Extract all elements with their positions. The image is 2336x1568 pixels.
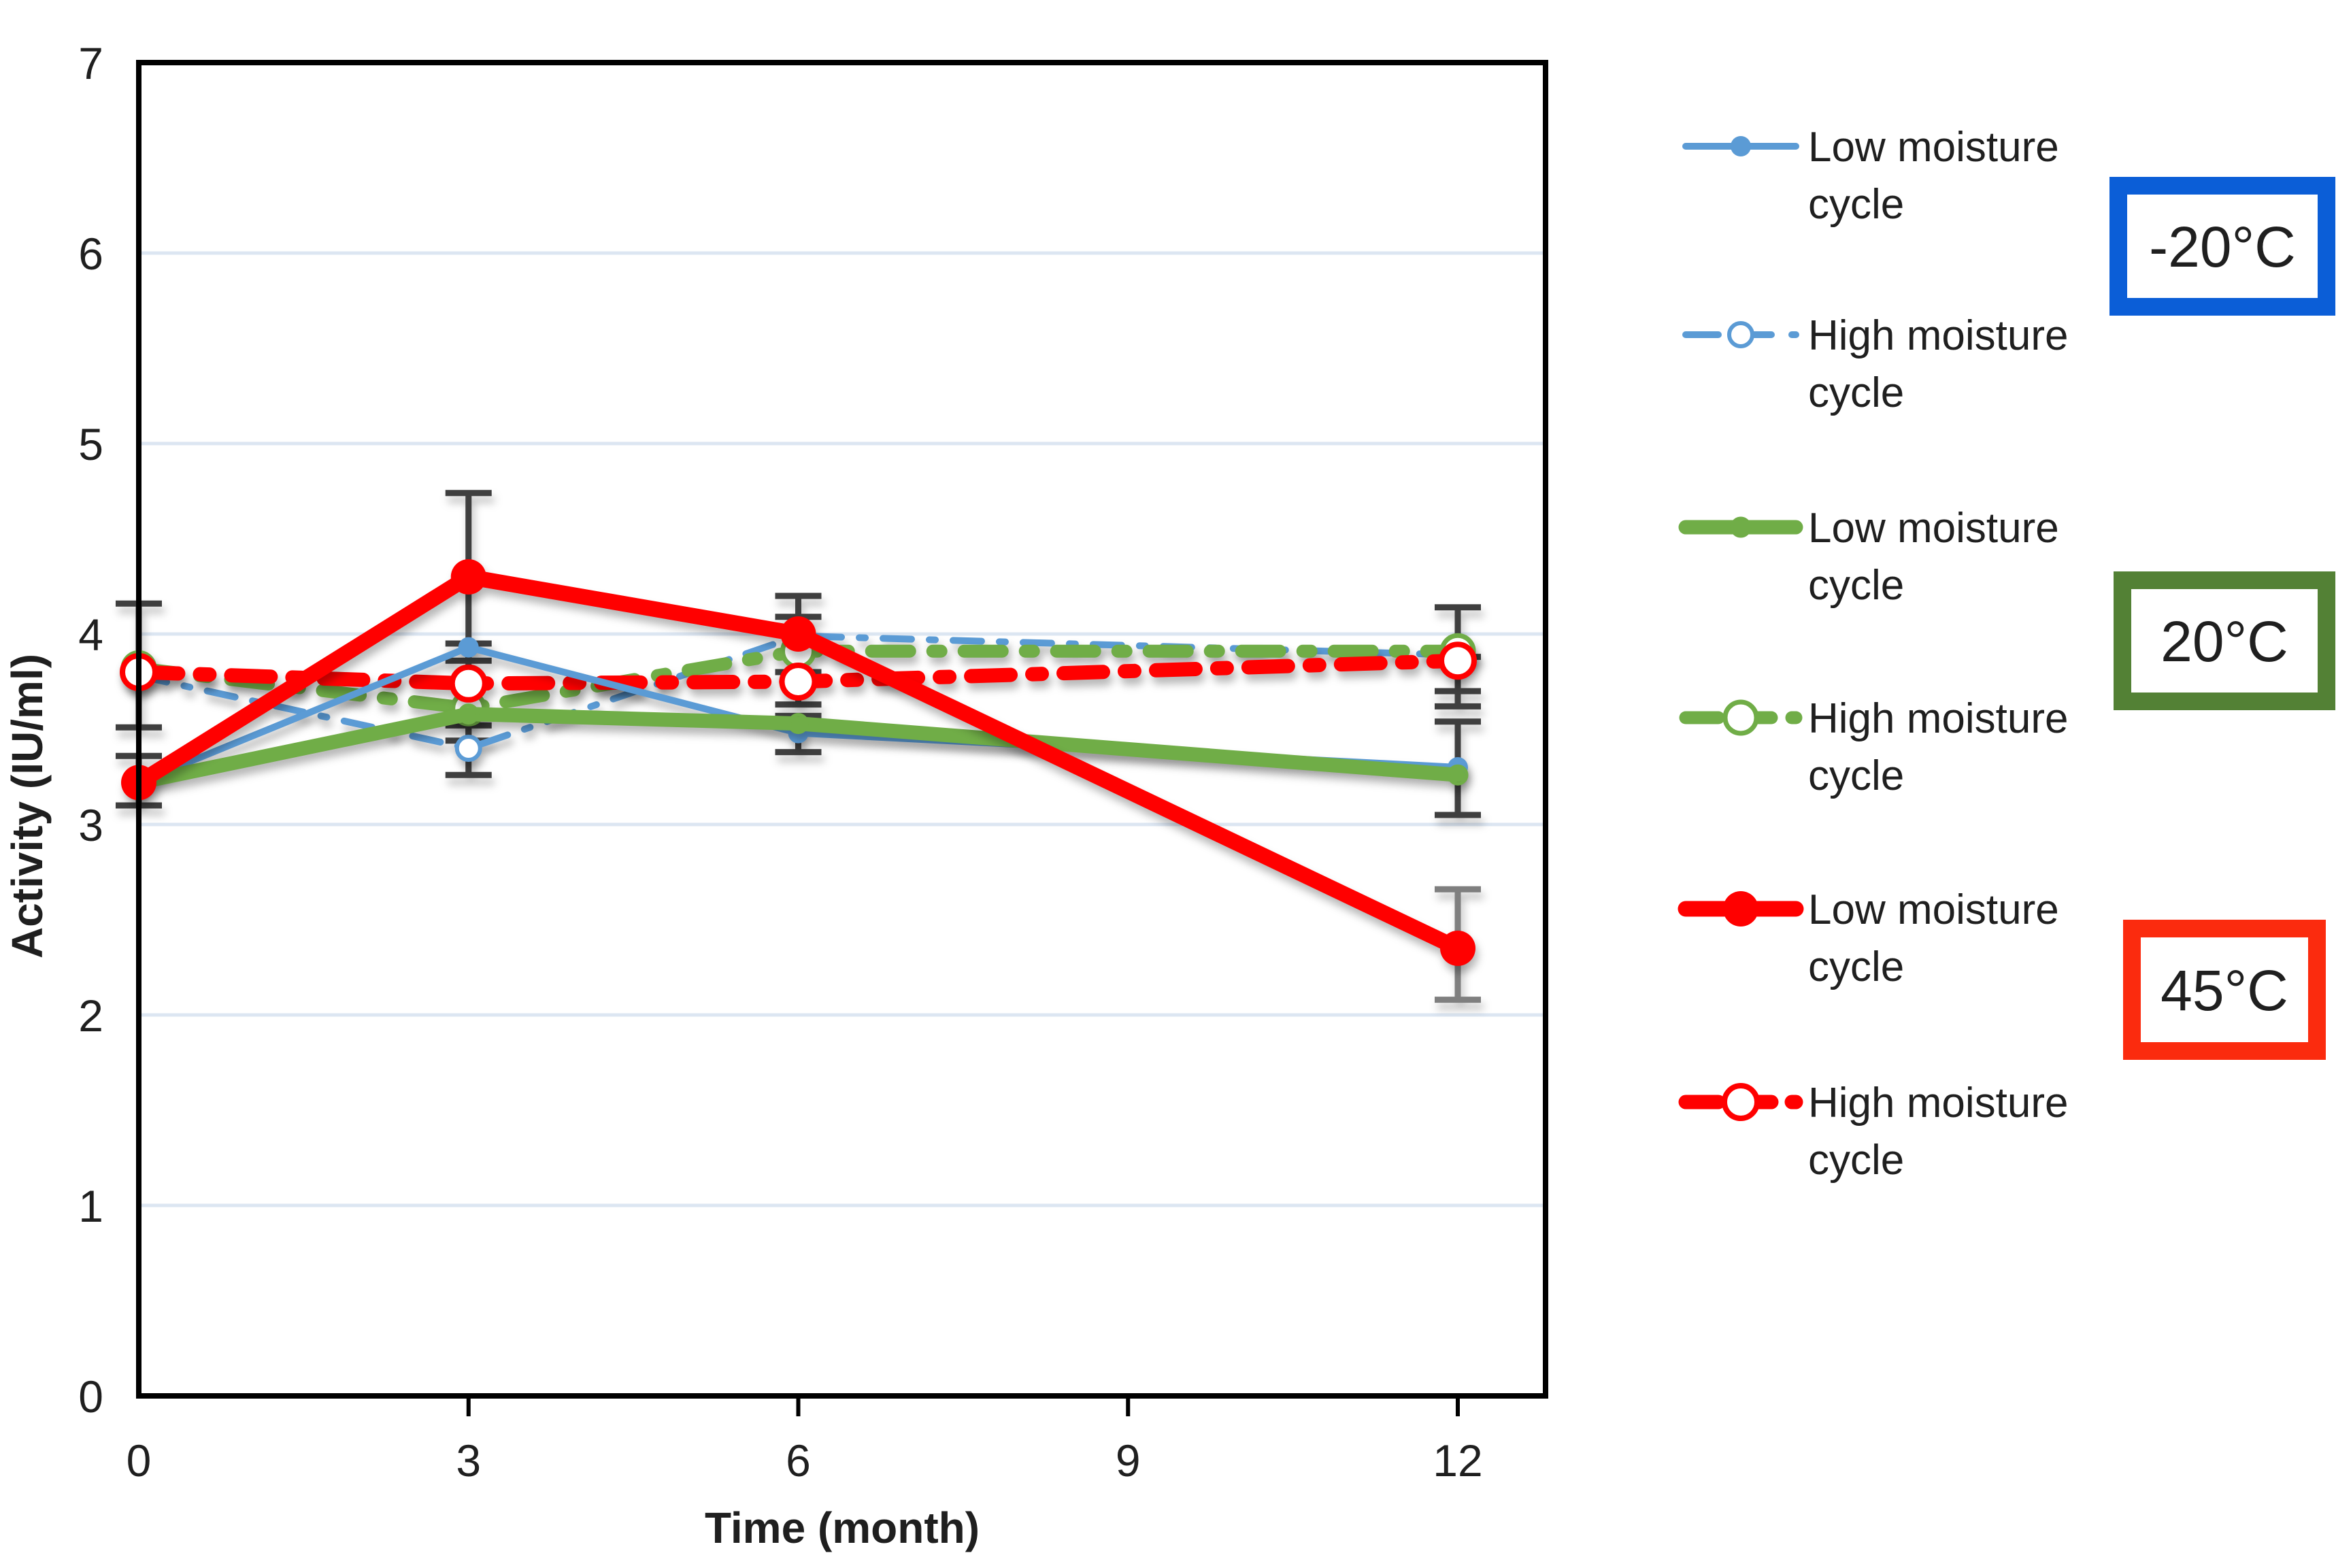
data-point-red-dashed [1439,641,1477,680]
data-point-green-solid [458,703,480,725]
data-point-blue-solid [458,637,479,658]
series-red-solid [121,559,1475,966]
legend-item-label: Low moisture [1808,505,2059,552]
data-point-green-solid [788,713,809,735]
legend-item-label: cycle [1808,752,1904,799]
legend-marker-circle [1730,516,1752,538]
x-tick-label: 0 [127,1435,152,1486]
legend-item-label: Low moisture [1808,886,2059,933]
series-lines [120,559,1477,966]
legend-item-label: High moisture [1808,312,2068,359]
legend-item-blue-solid: Low moisture cycle [1682,124,2059,228]
temperature-box-label: -20°C [2149,215,2296,279]
data-point-red-solid [780,616,816,652]
legend-marker-circle [1727,321,1754,348]
plot-border [136,60,1548,1399]
y-tick-label: 0 [78,1371,103,1422]
temperature-box-label: 20°C [2160,610,2288,673]
legend-item-green-dashed: High moisture cycle [1679,695,2068,799]
data-point-red-dashed [779,663,818,701]
data-point-red-solid [450,559,486,595]
legend-item-label: Low moisture [1808,124,2059,171]
y-tick-label: 4 [78,610,103,660]
legend-item-red-solid: Low moisture cycle [1678,886,2059,990]
y-tick-label: 2 [78,990,103,1041]
series-line-red-solid [131,569,1466,956]
series-line-green-solid [131,707,1465,790]
legend-item-blue-dashed: High moisture cycle [1682,312,2068,416]
plot-frame [136,60,1548,1399]
legend-item-label: High moisture [1808,695,2068,742]
y-tick-label: 5 [78,419,103,469]
y-axis-title: Activity (IU/ml) [3,654,52,958]
x-axis-title: Time (month) [705,1503,980,1552]
legend-item-label: High moisture [1808,1080,2068,1127]
temperature-box-border [2109,177,2335,316]
x-tick-label: 9 [1116,1435,1141,1486]
data-point-blue-dashed [454,735,482,762]
y-tick-label: 6 [78,229,103,279]
legend-item-label: cycle [1808,369,1904,416]
legend-item-label: cycle [1808,181,1904,228]
legend-marker-circle [1722,699,1759,736]
x-tick-label: 12 [1433,1435,1482,1486]
temperature-box--20°C: -20°C [2109,177,2335,316]
legend-marker-circle [1722,1083,1760,1121]
x-tick-label: 3 [456,1435,481,1486]
legend-item-green-solid: Low moisture cycle [1678,505,2059,609]
legend-marker-dot [1731,136,1751,156]
temperature-box-border [2114,571,2335,710]
temperature-box-20°C: 20°C [2114,571,2335,710]
y-tick-label: 1 [78,1181,103,1231]
data-point-green-solid [1447,764,1469,786]
legend-item-label: cycle [1808,562,1904,609]
legend-marker-dot [1723,891,1758,927]
temperature-box-border [2123,920,2326,1060]
y-tick-label: 7 [78,38,103,88]
data-point-red-dashed [449,664,488,703]
legend-item-label: cycle [1808,944,1904,990]
x-tick-label: 6 [786,1435,811,1486]
data-point-red-solid [1440,931,1475,966]
temperature-box-label: 45°C [2160,958,2288,1022]
y-tick-label: 3 [78,800,103,850]
temperature-box-45°C: 45°C [2123,920,2326,1060]
legend-item-label: cycle [1808,1137,1904,1184]
legend-item-red-dashed: High moisture cycle [1678,1080,2068,1184]
